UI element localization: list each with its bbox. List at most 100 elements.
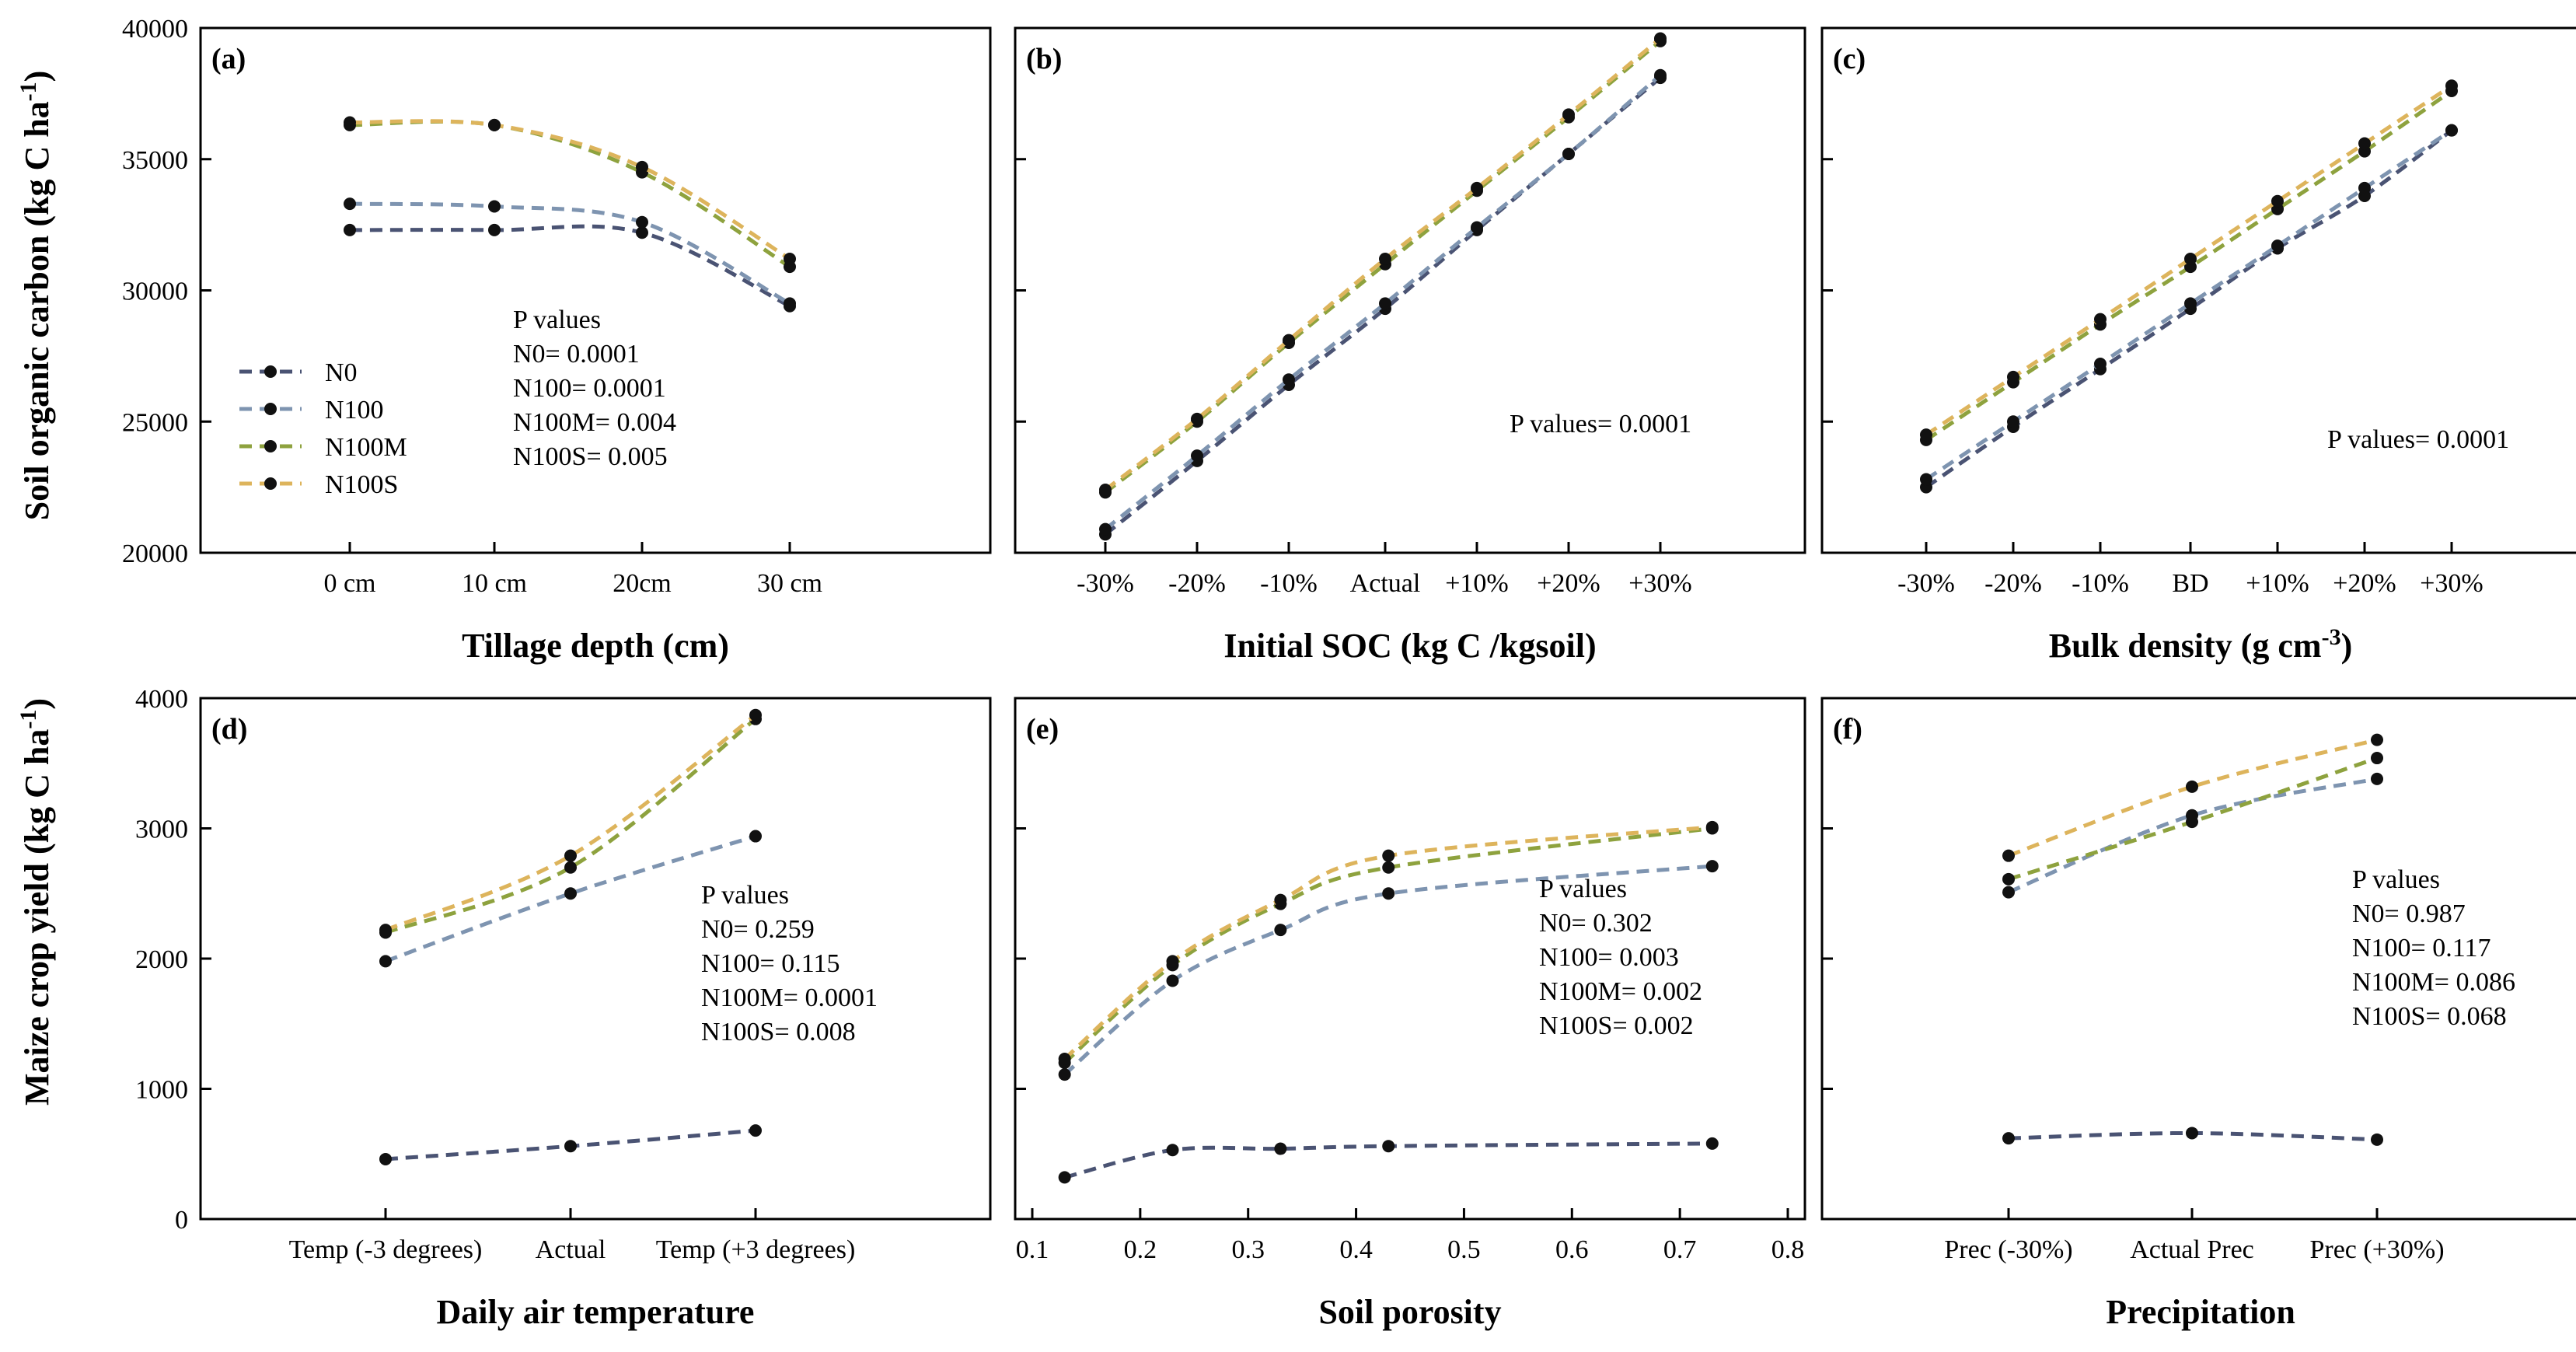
data-point-n100m xyxy=(1382,861,1395,874)
series-line-n100 xyxy=(349,201,791,306)
p-value-text: N0= 0.0001 xyxy=(513,340,640,369)
y-tick-label: 35000 xyxy=(122,146,188,175)
data-point-n100 xyxy=(379,955,392,968)
p-value-text: N100= 0.003 xyxy=(1539,943,1679,972)
x-tick-label: -10% xyxy=(2072,569,2129,598)
data-point-n0 xyxy=(2186,1127,2198,1140)
p-value-text: P values= 0.0001 xyxy=(1510,410,1691,438)
legend-marker-n100m xyxy=(264,440,277,452)
p-value-text: N100S= 0.068 xyxy=(2352,1002,2507,1031)
data-point-n100m xyxy=(2186,816,2198,829)
x-axis-label: Soil porosity xyxy=(1318,1293,1501,1331)
plot-frame xyxy=(1014,26,1806,554)
data-point-n100 xyxy=(2271,239,2284,253)
data-point-n100 xyxy=(344,197,356,211)
data-point-n100s xyxy=(344,116,356,129)
data-point-n100 xyxy=(1166,974,1179,987)
series-line-n100s xyxy=(385,713,757,932)
data-point-n0 xyxy=(1166,1144,1179,1157)
x-tick-label: +10% xyxy=(1445,569,1509,598)
x-tick-label: 0.8 xyxy=(1771,1235,1805,1264)
data-point-n100 xyxy=(2371,772,2383,785)
data-point-n100 xyxy=(749,830,762,843)
data-point-n100s xyxy=(1654,32,1667,45)
data-point-n100s xyxy=(1471,181,1483,194)
x-axis-label: Bulk density (g cm-3) xyxy=(2049,624,2352,665)
p-value-text: N0= 0.987 xyxy=(2352,900,2466,928)
data-point-n100s xyxy=(2184,253,2197,265)
x-axis-label: Precipitation xyxy=(2106,1293,2295,1331)
panel-c: -30% -20% -10% BD +10% +20% +30% Bulk density (… xyxy=(1820,26,2576,665)
data-point-n0 xyxy=(488,223,501,236)
x-tick-label: Actual xyxy=(536,1235,606,1264)
x-axis-label: Tillage depth (cm) xyxy=(462,627,729,665)
data-point-n100 xyxy=(1283,373,1295,386)
p-value-text: P values xyxy=(1539,875,1627,903)
x-tick-label: 30 cm xyxy=(757,569,822,598)
p-value-text: N100= 0.115 xyxy=(701,949,839,978)
legend-marker-n100s xyxy=(264,477,277,490)
x-tick-label: 10 cm xyxy=(462,569,527,598)
plot-frame xyxy=(199,26,992,554)
data-point-n0 xyxy=(1705,1137,1719,1150)
x-tick-label: Temp (-3 degrees) xyxy=(289,1235,483,1264)
panel-d: 0 1000 2000 3000 4000 Temp (-3 degrees) Actual… xyxy=(135,685,992,1331)
data-point-n100s xyxy=(1283,334,1295,347)
x-tick-label: +30% xyxy=(1628,569,1692,598)
panel-tag: (c) xyxy=(1833,43,1866,75)
x-tick-label: 0.5 xyxy=(1447,1235,1481,1264)
data-point-n100s xyxy=(2002,849,2015,862)
x-tick-label: +10% xyxy=(2246,569,2309,598)
data-point-n100 xyxy=(1562,148,1575,160)
y-tick-label: 40000 xyxy=(122,15,188,44)
p-value-text: N100S= 0.002 xyxy=(1539,1011,1694,1040)
data-point-n100s xyxy=(564,849,577,862)
data-point-n0 xyxy=(749,1124,762,1137)
p-value-text: N100M= 0.0001 xyxy=(701,983,878,1012)
data-point-n100 xyxy=(1099,522,1112,536)
x-tick-label: -20% xyxy=(1168,569,1226,598)
y-axis-label-soc: Soil organic carbon (kg C ha-1) xyxy=(16,71,56,521)
data-point-n100 xyxy=(1920,473,1932,486)
series-line-n100s xyxy=(349,119,791,261)
y-axis-label-yield: Maize crop yield (kg C ha-1) xyxy=(16,698,56,1106)
data-point-n100s xyxy=(2358,137,2371,150)
panel-tag: (e) xyxy=(1026,713,1059,746)
panel-tag: (d) xyxy=(211,713,247,746)
plot-frame xyxy=(1014,697,1806,1221)
legend-marker-n100 xyxy=(264,403,277,415)
series-line-n100 xyxy=(385,834,756,963)
data-point-n100 xyxy=(636,215,648,229)
x-tick-label: Prec (+30%) xyxy=(2309,1235,2444,1264)
series-line-n0 xyxy=(1064,1141,1712,1179)
p-value-text: N100S= 0.005 xyxy=(513,442,668,471)
panel-b: -30% -20% -10% Actual +10% +20% +30% Initial SO… xyxy=(1014,26,1806,665)
data-point-n100s xyxy=(1099,484,1112,496)
series-line-n100m xyxy=(385,717,757,935)
data-point-n0 xyxy=(379,1152,392,1165)
p-value-text: N100M= 0.002 xyxy=(1539,977,1702,1006)
data-point-n100s xyxy=(1191,412,1203,425)
x-tick-label: -30% xyxy=(1077,569,1134,598)
data-point-n100 xyxy=(2094,358,2107,370)
panel-tag: (a) xyxy=(211,43,246,75)
p-value-text: N0= 0.259 xyxy=(701,915,815,944)
panel-f: Prec (-30%) Actual Prec Prec (+30%) Precipi… xyxy=(1820,697,2576,1331)
data-point-n100s xyxy=(784,253,796,265)
x-tick-label: 0.6 xyxy=(1555,1235,1589,1264)
data-point-n100m xyxy=(564,861,577,874)
p-value-text: P values= 0.0001 xyxy=(2327,425,2509,454)
series-line-n100m xyxy=(1063,826,1713,1064)
data-point-n100 xyxy=(564,887,577,900)
x-tick-label: Temp (+3 degrees) xyxy=(656,1235,856,1264)
p-value-text: P values xyxy=(513,306,601,334)
series-line-n100m xyxy=(349,119,791,269)
data-point-n100m xyxy=(2002,872,2015,886)
data-point-n100s xyxy=(2445,79,2458,93)
data-point-n100 xyxy=(488,200,501,213)
data-point-n100s xyxy=(1274,893,1287,907)
data-point-n0 xyxy=(1382,1140,1395,1153)
p-value-text: N0= 0.302 xyxy=(1539,909,1653,938)
y-tick-label: 3000 xyxy=(135,816,188,844)
